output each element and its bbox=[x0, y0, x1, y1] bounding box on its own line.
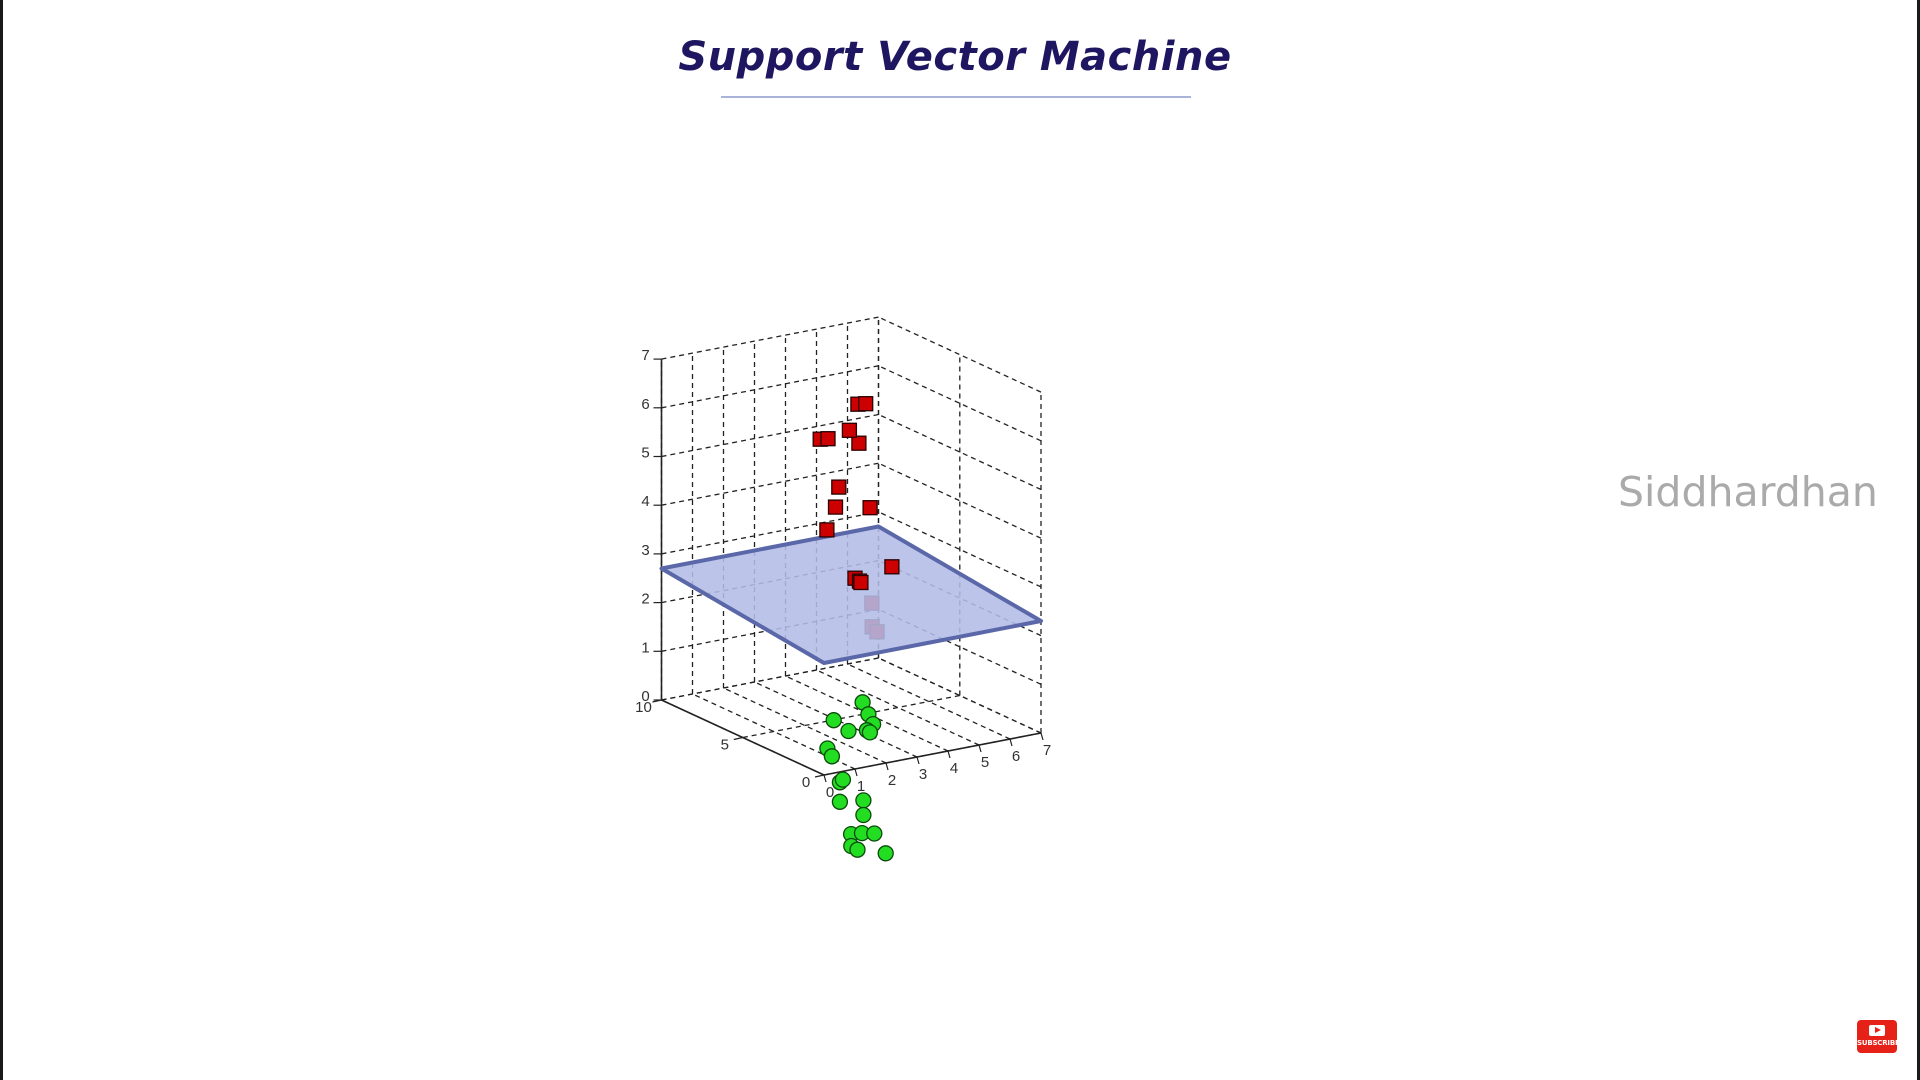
chart-axes bbox=[652, 358, 1044, 783]
grid-line bbox=[816, 669, 980, 746]
x-tick-mark bbox=[885, 762, 889, 771]
x-axis-line bbox=[823, 732, 1042, 776]
grid-line bbox=[754, 681, 918, 758]
grid-line bbox=[661, 511, 879, 555]
class-b-data-point bbox=[849, 841, 866, 858]
class-a-data-point bbox=[862, 500, 878, 516]
upper-point-layer bbox=[812, 396, 900, 591]
class-a-data-point bbox=[820, 431, 836, 447]
class-b-data-point bbox=[855, 806, 872, 824]
class-a-data-point bbox=[827, 499, 844, 515]
class-a-data-point bbox=[841, 422, 858, 438]
class-b-data-point bbox=[834, 771, 852, 788]
grid-line bbox=[878, 413, 1042, 491]
grid-line bbox=[742, 694, 960, 739]
z-tick-label: 6 bbox=[641, 396, 649, 413]
z-tick-label: 4 bbox=[641, 493, 649, 510]
x-tick-mark bbox=[854, 768, 858, 777]
grid-line bbox=[878, 316, 1042, 393]
grid-line bbox=[878, 365, 1042, 442]
class-b-data-point bbox=[877, 845, 894, 862]
x-tick-label: 5 bbox=[981, 754, 989, 771]
x-tick-label: 2 bbox=[888, 772, 896, 789]
class-b-data-point bbox=[825, 712, 842, 729]
grid-line bbox=[661, 462, 879, 506]
watermark-text: Siddhardhan bbox=[1618, 468, 1878, 516]
grid-line bbox=[878, 511, 1042, 588]
subscribe-label: SUBSCRIBE bbox=[1857, 1039, 1900, 1047]
x-tick-mark bbox=[978, 744, 982, 753]
grid-line bbox=[723, 687, 887, 764]
grid-line bbox=[661, 657, 879, 701]
class-b-data-point bbox=[840, 722, 857, 740]
grid-line bbox=[661, 316, 879, 360]
x-tick-label: 0 bbox=[826, 784, 834, 801]
y-tick-label: 10 bbox=[635, 699, 652, 716]
class-a-data-point bbox=[858, 396, 874, 412]
class-a-data-point bbox=[853, 574, 869, 591]
slide-title: Support Vector Machine bbox=[678, 34, 1232, 80]
grid-line bbox=[878, 608, 1042, 685]
class-b-data-point bbox=[855, 792, 872, 809]
z-tick-label: 2 bbox=[641, 591, 649, 608]
x-tick-label: 7 bbox=[1043, 742, 1051, 759]
grid-line bbox=[878, 657, 1042, 734]
class-a-data-point bbox=[819, 522, 835, 538]
grid-line bbox=[661, 413, 879, 458]
class-a-data-point bbox=[831, 479, 847, 495]
z-tick-label: 7 bbox=[641, 347, 649, 364]
class-b-data-point bbox=[861, 724, 879, 741]
x-tick-mark bbox=[1040, 732, 1044, 741]
x-tick-mark bbox=[916, 756, 920, 765]
x-tick-label: 1 bbox=[857, 778, 865, 795]
class-b-data-point bbox=[823, 748, 841, 765]
x-tick-label: 3 bbox=[919, 766, 927, 783]
title-underline bbox=[721, 96, 1191, 98]
class-a-data-point bbox=[851, 435, 867, 451]
grid-line bbox=[847, 663, 1011, 740]
x-tick-mark bbox=[823, 774, 827, 783]
class-a-data-point bbox=[884, 559, 900, 575]
y-tick-label: 5 bbox=[721, 737, 729, 754]
class-b-data-point bbox=[866, 825, 883, 842]
z-tick-label: 0 bbox=[641, 688, 649, 705]
grid-line bbox=[661, 365, 879, 409]
separating-hyperplane bbox=[659, 524, 1043, 665]
hyperplane-layer bbox=[659, 524, 1043, 665]
y-tick-mark bbox=[814, 774, 825, 778]
x-tick-label: 4 bbox=[950, 760, 958, 777]
left-border bbox=[0, 0, 3, 1080]
subscribe-button[interactable]: SUBSCRIBE bbox=[1857, 1020, 1900, 1053]
y-tick-mark bbox=[733, 736, 743, 741]
z-tick-label: 3 bbox=[641, 542, 649, 559]
x-tick-mark bbox=[1009, 738, 1013, 747]
class-b-data-point bbox=[831, 793, 849, 810]
z-tick-label: 1 bbox=[641, 639, 649, 656]
z-tick-label: 5 bbox=[641, 445, 649, 462]
grid-line bbox=[878, 462, 1042, 539]
x-tick-label: 6 bbox=[1012, 748, 1020, 765]
right-border bbox=[1917, 0, 1920, 1080]
youtube-play-icon bbox=[1869, 1025, 1885, 1036]
y-tick-label: 0 bbox=[802, 774, 810, 791]
grid-line bbox=[785, 675, 949, 752]
x-tick-mark bbox=[947, 750, 951, 759]
